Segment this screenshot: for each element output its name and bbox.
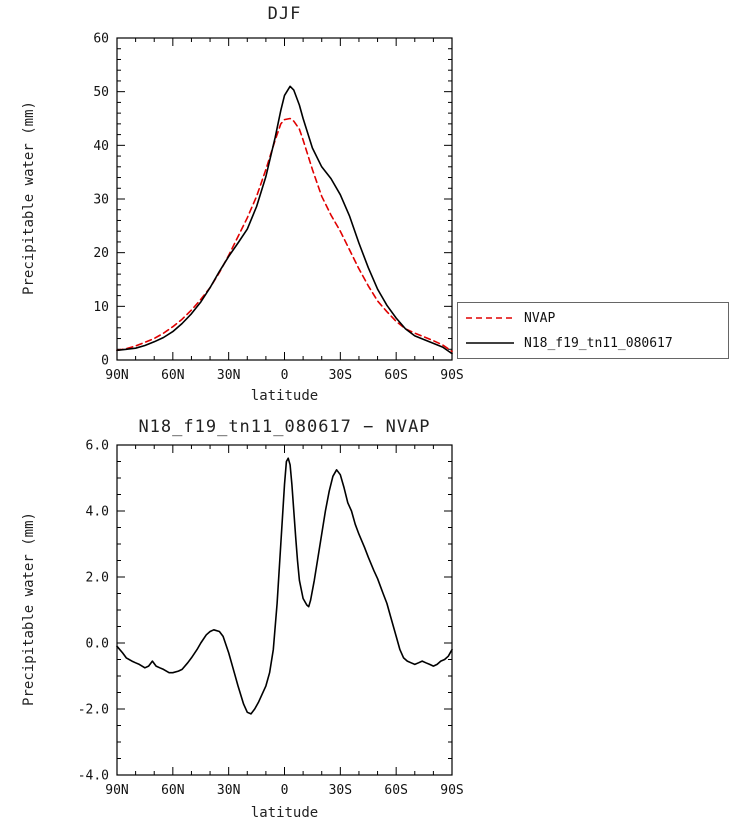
svg-text:30: 30 (93, 193, 109, 208)
svg-text:0: 0 (281, 368, 289, 383)
svg-text:90N: 90N (105, 368, 128, 383)
legend-line-model-icon (466, 342, 514, 344)
legend-label-model: N18_f19_tn11_080617 (524, 335, 673, 351)
svg-text:2.0: 2.0 (86, 571, 109, 586)
svg-text:90N: 90N (105, 783, 128, 798)
svg-text:90S: 90S (440, 368, 463, 383)
svg-text:90S: 90S (440, 783, 463, 798)
svg-text:50: 50 (93, 85, 109, 100)
svg-text:0: 0 (281, 783, 289, 798)
svg-text:10: 10 (93, 300, 109, 315)
svg-text:60S: 60S (384, 783, 407, 798)
legend-item-model: N18_f19_tn11_080617 (464, 332, 722, 354)
svg-text:0: 0 (101, 354, 109, 369)
svg-text:60: 60 (93, 32, 109, 47)
chart-difference-canvas: 90N 60N 30N 0 30S 60S 90S -4.0 -2.0 0.0 2.0 4.0 6.0 (78, 439, 464, 799)
legend: NVAP N18_f19_tn11_080617 (457, 302, 729, 359)
svg-text:4.0: 4.0 (86, 505, 109, 520)
chart-djf: DJF Precipitable water (mm) 90N 60N 30N 0 30… (0, 0, 733, 410)
svg-text:0.0: 0.0 (86, 637, 109, 652)
svg-text:40: 40 (93, 139, 109, 154)
svg-text:30N: 30N (217, 368, 240, 383)
chart-djf-canvas: 90N 60N 30N 0 30S 60S 90S 0 10 20 30 40 50 60 (93, 32, 463, 384)
chart-difference: N18_f19_tn11_080617 − NVAP Precipitable … (0, 410, 733, 828)
svg-text:60N: 60N (161, 783, 184, 798)
svg-text:-4.0: -4.0 (78, 769, 109, 784)
chart-difference-title: N18_f19_tn11_080617 − NVAP (138, 417, 431, 437)
svg-text:60N: 60N (161, 368, 184, 383)
legend-line-nvap-icon (466, 317, 514, 319)
svg-text:30N: 30N (217, 783, 240, 798)
chart-djf-title: DJF (267, 4, 302, 24)
svg-text:6.0: 6.0 (86, 439, 109, 454)
svg-text:60S: 60S (384, 368, 407, 383)
chart-djf-xlabel: latitude (250, 388, 319, 404)
svg-text:20: 20 (93, 246, 109, 261)
svg-text:-2.0: -2.0 (78, 703, 109, 718)
svg-text:30S: 30S (329, 783, 352, 798)
chart-difference-xlabel: latitude (250, 805, 319, 821)
legend-label-nvap: NVAP (524, 310, 556, 326)
svg-text:30S: 30S (329, 368, 352, 383)
legend-item-nvap: NVAP (464, 307, 722, 329)
